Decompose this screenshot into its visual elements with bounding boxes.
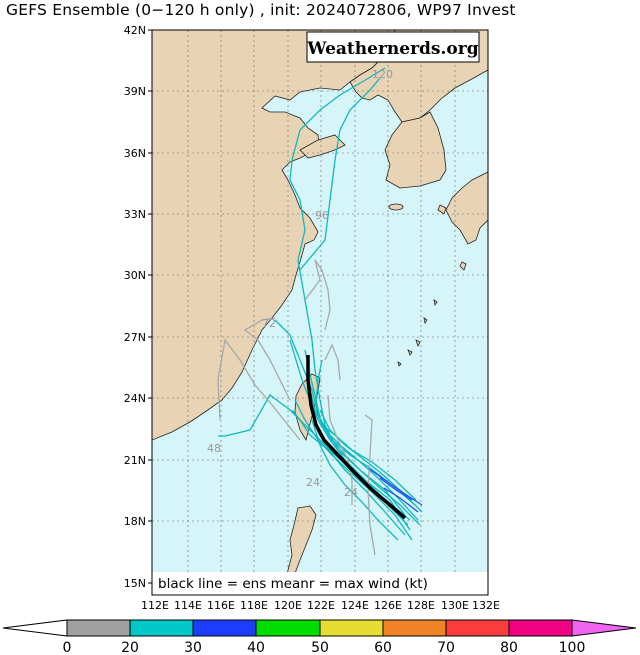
- lon-labels: 112E 114E 116E 118E 120E 122E 124E 126E …: [141, 599, 500, 612]
- colorbar-over-arrow: [571, 619, 637, 637]
- lat-label: 21N: [124, 454, 146, 467]
- ensemble-tracks-weak: [217, 259, 376, 556]
- colorbar-under-arrow: [2, 619, 68, 637]
- land-china: [152, 30, 396, 441]
- lat-label: 15N: [124, 577, 146, 590]
- colorbar-label: 80: [500, 640, 518, 655]
- colorbar: [2, 619, 637, 637]
- lon-label: 118E: [240, 599, 268, 612]
- lon-label: 112E: [141, 599, 169, 612]
- track-member-blue-1: [367, 467, 423, 506]
- watermark: Weathernerds.org: [306, 39, 478, 59]
- colorbar-segment: [382, 619, 447, 637]
- lat-label: 39N: [124, 85, 146, 98]
- colorbar-label: 20: [121, 640, 139, 655]
- lat-label: 27N: [124, 331, 146, 344]
- land-shandong: [299, 134, 346, 159]
- map-frame: [151, 29, 489, 596]
- lon-label: 132E: [472, 599, 500, 612]
- colorbar-label: 100: [559, 640, 586, 655]
- ensemble-tracks: [218, 67, 423, 541]
- lon-label: 122E: [307, 599, 335, 612]
- track-member-grey-4: [364, 414, 376, 556]
- colorbar-label: 40: [247, 640, 265, 655]
- track-member-8: [317, 431, 406, 536]
- lon-label: 120E: [274, 599, 302, 612]
- lon-label: 128E: [407, 599, 435, 612]
- track-member-grey-5: [327, 394, 353, 505]
- land-ryukyu: [397, 299, 438, 367]
- colorbar-labels: 0 20 30 40 50 60 70 80 100: [63, 640, 586, 655]
- colorbar-segment: [445, 619, 510, 637]
- lat-label: 33N: [124, 208, 146, 221]
- colorbar-segment: [255, 619, 321, 637]
- lat-label: 18N: [124, 515, 146, 528]
- track-member-10: [311, 419, 399, 541]
- lon-label: 130E: [441, 599, 469, 612]
- forecast-hour-labels: 120 96 72 48 24 24: [207, 68, 393, 499]
- land-korea-south: [384, 111, 447, 189]
- lat-label: 36N: [124, 147, 146, 160]
- colorbar-label: 70: [437, 640, 455, 655]
- lon-label: 114E: [174, 599, 202, 612]
- lon-label: 126E: [374, 599, 402, 612]
- figure-title: GEFS Ensemble (0−120 h only) , init: 202…: [6, 1, 516, 19]
- legend-text: black line = ens meanr = max wind (kt): [158, 576, 428, 592]
- colorbar-segment: [508, 619, 573, 637]
- lat-labels: 42N 39N 36N 33N 30N 27N 24N 21N 18N 15N: [124, 24, 146, 590]
- grid: [152, 30, 488, 595]
- track-member-grey-3: [304, 259, 331, 331]
- hour-label-48: 48: [207, 442, 221, 455]
- legend-box: [152, 572, 488, 595]
- lon-label: 116E: [207, 599, 235, 612]
- lat-label: 30N: [124, 269, 146, 282]
- hour-label-72: 72: [262, 317, 276, 330]
- colorbar-segment: [192, 619, 257, 637]
- track-member-7: [274, 319, 421, 526]
- track-member-grey-6: [324, 343, 341, 381]
- hour-label-96: 96: [315, 209, 329, 222]
- colorbar-label: 0: [63, 640, 72, 655]
- lat-label: 42N: [124, 24, 146, 37]
- track-member-3: [289, 339, 411, 531]
- track-member-grey-2: [243, 317, 291, 401]
- colorbar-segment: [319, 619, 384, 637]
- land-jeju: [388, 203, 404, 211]
- track-member-2: [299, 77, 381, 271]
- hour-label-24a: 24: [306, 476, 320, 489]
- colorbar-segment: [66, 619, 131, 637]
- land-japan: [445, 171, 488, 245]
- track-member-grey-1: [217, 338, 301, 441]
- ensemble-mean-track: [306, 355, 407, 520]
- track-member-6: [294, 399, 413, 541]
- track-member-blue-2: [383, 487, 419, 513]
- colorbar-label: 50: [311, 640, 329, 655]
- colorbar-label: 60: [374, 640, 392, 655]
- hour-label-120: 120: [372, 68, 393, 81]
- lon-label: 124E: [341, 599, 369, 612]
- hour-label-24b: 24: [344, 486, 358, 499]
- colorbar-segment: [129, 619, 194, 637]
- colorbar-label: 30: [184, 640, 202, 655]
- track-member-blue-3: [379, 477, 413, 501]
- lat-label: 24N: [124, 392, 146, 405]
- watermark-box: [306, 31, 480, 63]
